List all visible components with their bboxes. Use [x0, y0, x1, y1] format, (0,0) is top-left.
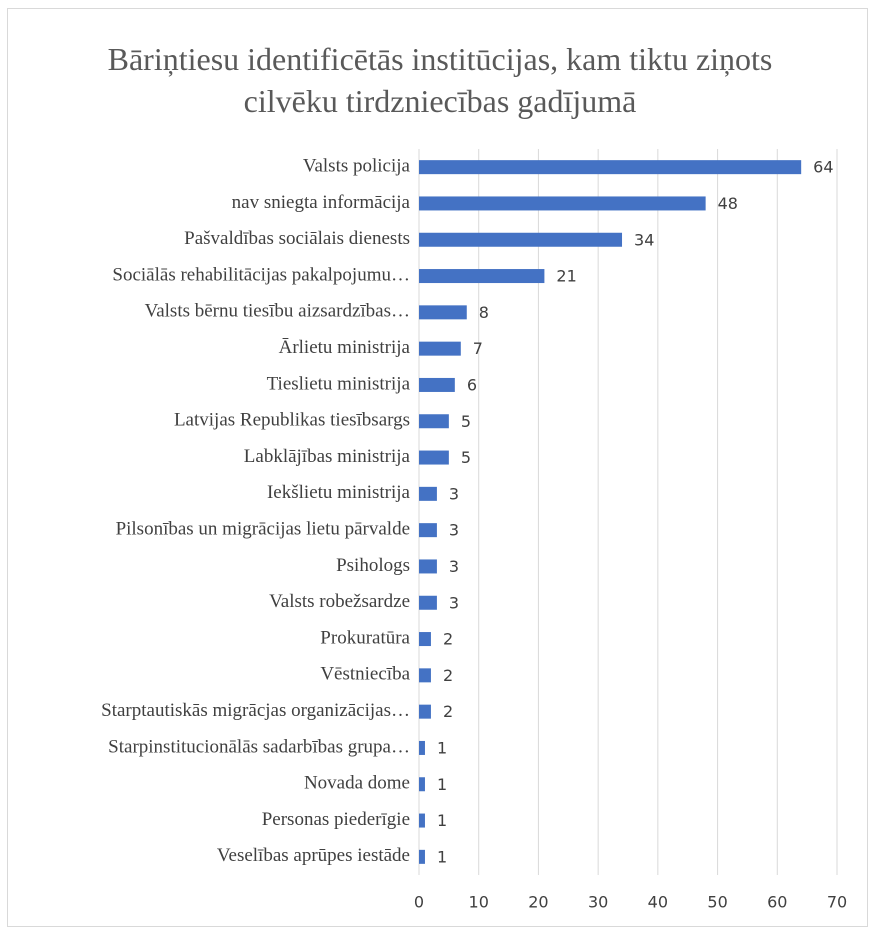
x-tick-label: 20 — [528, 893, 548, 912]
y-tick-label: Vēstniecība — [320, 664, 410, 685]
data-label: 1 — [437, 738, 447, 757]
y-tick-label: Labklājības ministrija — [244, 446, 411, 467]
bar — [419, 414, 449, 429]
data-label: 64 — [813, 158, 833, 177]
bar — [419, 269, 545, 284]
x-tick-label: 10 — [469, 893, 489, 912]
y-tick-label: Starptautiskās migrācjas organizācijas… — [101, 700, 410, 721]
y-tick-label: Valsts bērnu tiesību aizsardzības… — [145, 301, 410, 322]
data-label: 3 — [449, 484, 459, 503]
y-tick-label: Latvijas Republikas tiesībsargs — [174, 410, 410, 431]
data-label: 5 — [461, 448, 471, 467]
bar — [419, 523, 437, 538]
x-tick-label: 60 — [767, 893, 787, 912]
data-label: 21 — [556, 267, 576, 286]
data-label: 2 — [443, 702, 453, 721]
y-tick-label: Sociālās rehabilitācijas pakalpojumu… — [112, 264, 410, 285]
y-tick-label: Prokuratūra — [320, 627, 410, 648]
y-tick-label: Iekšlietu ministrija — [267, 482, 411, 503]
y-tick-label: Personas piederīgie — [262, 809, 410, 830]
bar — [419, 777, 425, 792]
data-label: 1 — [437, 775, 447, 794]
bar — [419, 196, 706, 211]
x-tick-label: 30 — [588, 893, 608, 912]
bar — [419, 740, 425, 755]
y-tick-label: Ārlietu ministrija — [279, 337, 411, 358]
bar — [419, 704, 431, 719]
y-tick-label: Veselības aprūpes iestāde — [217, 845, 410, 866]
y-tick-label: Pilsonības un migrācijas lietu pārvalde — [116, 519, 410, 540]
data-label: 34 — [634, 230, 654, 249]
y-tick-label: Valsts policija — [303, 156, 411, 177]
x-tick-label: 50 — [707, 893, 727, 912]
chart-border — [7, 8, 868, 927]
chart-title: Bāriņtiesu identificētās institūcijas, k… — [107, 41, 773, 119]
bar — [419, 813, 425, 828]
bar — [419, 632, 431, 647]
bar — [419, 486, 437, 501]
y-tick-label: Pašvaldības sociālais dienests — [184, 228, 410, 249]
y-tick-label: Valsts robežsardze — [269, 591, 410, 612]
x-tick-label: 40 — [648, 893, 668, 912]
data-label: 3 — [449, 557, 459, 576]
data-label: 1 — [437, 847, 447, 866]
bar — [419, 450, 449, 465]
data-label: 2 — [443, 666, 453, 685]
bar — [419, 232, 623, 247]
data-label: 3 — [449, 593, 459, 612]
y-tick-label: Starpinstitucionālās sadarbības grupa… — [108, 736, 410, 757]
data-label: 3 — [449, 521, 459, 540]
bar — [419, 849, 425, 864]
bar — [419, 341, 461, 356]
bar — [419, 160, 802, 175]
y-tick-label: Tieslietu ministrija — [267, 373, 411, 394]
y-tick-label: Psihologs — [336, 555, 410, 576]
data-label: 48 — [718, 194, 738, 213]
data-label: 2 — [443, 630, 453, 649]
x-tick-label: 0 — [414, 893, 424, 912]
bar — [419, 305, 467, 320]
data-label: 8 — [479, 303, 489, 322]
bar — [419, 559, 437, 574]
x-tick-label: 70 — [827, 893, 847, 912]
bar — [419, 595, 437, 610]
data-label: 6 — [467, 375, 477, 394]
data-label: 7 — [473, 339, 483, 358]
bar — [419, 377, 455, 392]
y-tick-label: Novada dome — [304, 773, 410, 794]
bar — [419, 668, 431, 683]
data-label: 5 — [461, 412, 471, 431]
data-label: 1 — [437, 811, 447, 830]
y-tick-label: nav sniegta informācija — [232, 192, 411, 213]
